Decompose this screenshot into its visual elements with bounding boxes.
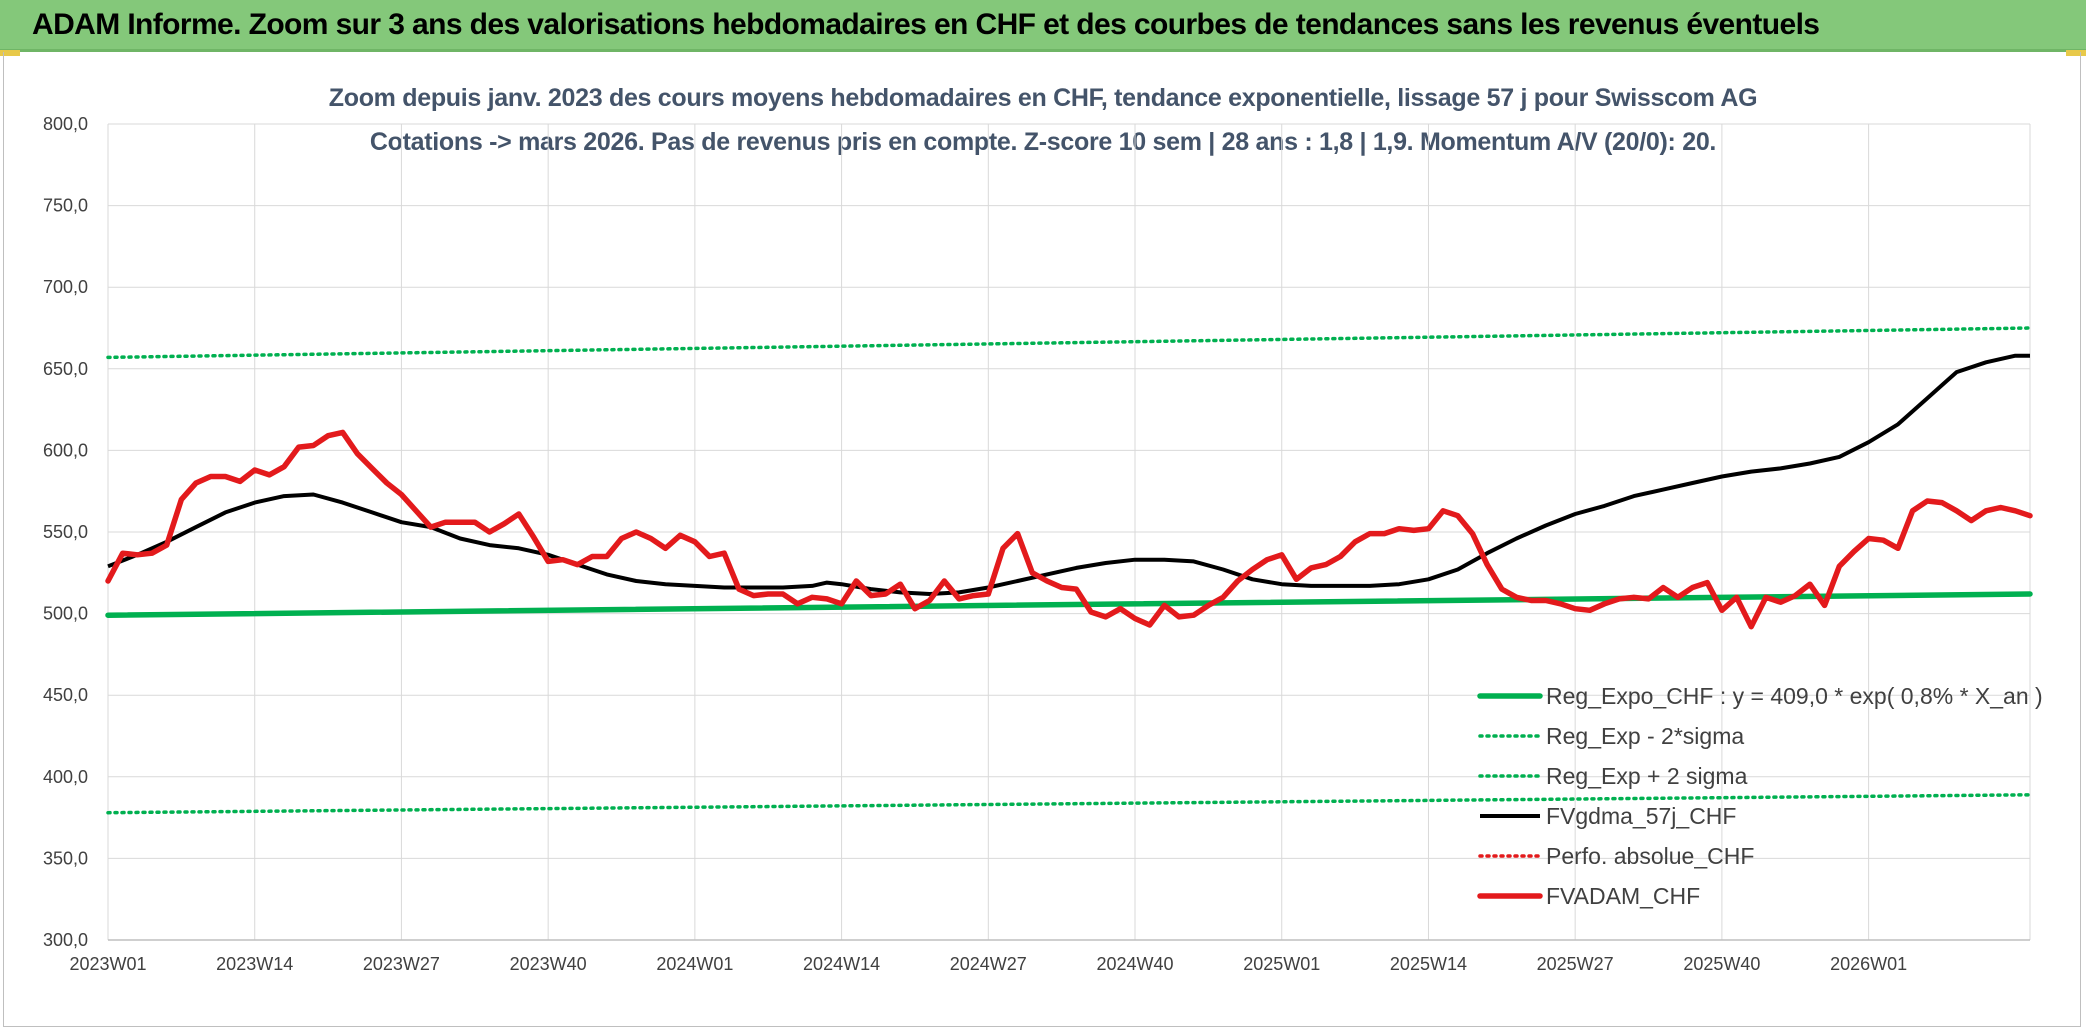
y-tick-label: 750,0: [43, 196, 88, 216]
x-tick-label: 2024W14: [803, 954, 880, 974]
y-tick-label: 400,0: [43, 767, 88, 787]
x-tick-label: 2023W40: [510, 954, 587, 974]
legend-label-series-fvadam: FVADAM_CHF: [1546, 883, 1700, 909]
chart-legend: Reg_Expo_CHF : y = 409,0 * exp( 0,8% * X…: [1477, 683, 2043, 909]
y-tick-label: 300,0: [43, 930, 88, 950]
legend-label-series-reg-plus-2sigma: Reg_Exp + 2 sigma: [1546, 763, 1748, 789]
x-tick-label: 2025W27: [1537, 954, 1614, 974]
right-corner-mark: [2066, 50, 2086, 56]
report-banner: ADAM Informe. Zoom sur 3 ans des valoris…: [0, 0, 2086, 52]
y-tick-label: 550,0: [43, 522, 88, 542]
series-reg-minus-2sigma-line: [106, 793, 2032, 815]
chart-title: Zoom depuis janv. 2023 des cours moyens …: [328, 84, 1758, 112]
legend-label-series-reg-expo: Reg_Expo_CHF : y = 409,0 * exp( 0,8% * X…: [1546, 683, 2043, 709]
gridlines: [107, 123, 2031, 941]
y-tick-label: 800,0: [43, 114, 88, 134]
y-tick-label: 700,0: [43, 277, 88, 297]
y-tick-label: 500,0: [43, 604, 88, 624]
legend-label-series-fvgdma-57j: FVgdma_57j_CHF: [1546, 803, 1736, 829]
series-fvgdma-57j-line: [107, 353, 2030, 596]
x-tick-label: 2024W27: [950, 954, 1027, 974]
x-axis-ticks: 2023W01 2023W14 2023W27 2023W40 2024W01 2024W…: [69, 954, 1907, 974]
x-tick-label: 2023W01: [69, 954, 146, 974]
x-tick-label: 2025W14: [1390, 954, 1467, 974]
legend-label-series-perfo-absolue: Perfo. absolue_CHF: [1546, 843, 1754, 869]
legend-label-series-reg-minus-2sigma: Reg_Exp - 2*sigma: [1546, 723, 1744, 749]
report-title: ADAM Informe. Zoom sur 3 ans des valoris…: [32, 8, 1820, 41]
chart-frame: [3, 52, 2081, 1027]
x-tick-label: 2025W01: [1243, 954, 1320, 974]
y-tick-label: 650,0: [43, 359, 88, 379]
x-tick-label: 2023W14: [216, 954, 293, 974]
y-tick-label: 450,0: [43, 685, 88, 705]
x-tick-label: 2023W27: [363, 954, 440, 974]
y-tick-label: 600,0: [43, 440, 88, 460]
y-tick-label: 350,0: [43, 848, 88, 868]
chart-subtitle: Cotations -> mars 2026. Pas de revenus p…: [369, 128, 1717, 156]
x-tick-label: 2024W01: [656, 954, 733, 974]
x-tick-label: 2025W40: [1683, 954, 1760, 974]
left-corner-mark: [0, 50, 20, 56]
series-reg-expo-line: [105, 591, 2033, 618]
y-axis-ticks: 300,0 350,0 400,0 450,0 500,0 550,0 600,0 650,0…: [43, 114, 88, 950]
series-fvadam-line: [105, 429, 2033, 630]
x-tick-label: 2026W01: [1830, 954, 1907, 974]
series-layer: [105, 326, 2033, 815]
series-reg-plus-2sigma-line: [106, 326, 2032, 360]
x-tick-label: 2024W40: [1096, 954, 1173, 974]
